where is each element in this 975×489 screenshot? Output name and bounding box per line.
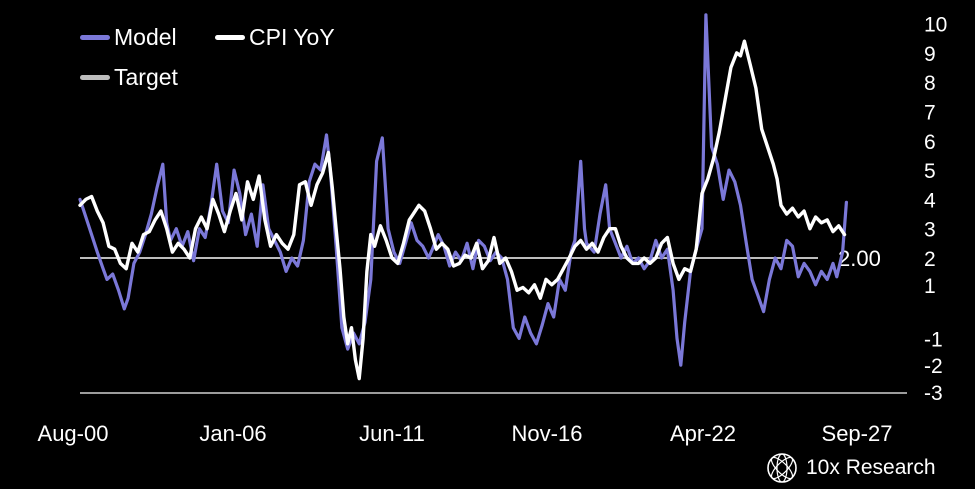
legend-swatch-cpi [215,35,245,40]
target-value-label: 2.00 [838,246,881,271]
y-tick-label: 9 [924,43,936,66]
y-tick-label: 1 [924,275,936,298]
x-tick-label: Jan-06 [199,421,266,446]
x-tick-label: Apr-22 [670,421,736,446]
y-tick-label: -2 [924,355,943,378]
legend-swatch-model [80,35,110,40]
y-tick-label: 8 [924,72,936,95]
y-tick-label: 7 [924,102,936,125]
y-tick-label: -3 [924,382,943,405]
cpi-line [78,39,847,381]
y-tick-label: -1 [924,328,943,351]
legend-item-model: Model [80,24,177,51]
legend-item-cpi: CPI YoY [215,24,335,51]
y-tick-label: 3 [924,219,936,242]
y-tick-label: 5 [924,160,936,183]
legend-label-target: Target [114,64,178,90]
x-tick-label: Nov-16 [512,421,583,446]
legend-label-model: Model [114,24,177,50]
x-tick-label: Jun-11 [359,421,425,446]
brand-logo: 10x Research [766,452,936,484]
research-logo-icon [767,453,797,483]
y-tick-label: 4 [924,189,936,212]
axes: Aug-00 Jan-06 Jun-11 Nov-16 Apr-22 Sep-27 10 9 8… [38,14,948,446]
legend-swatch-target [80,75,110,80]
y-tick-label: 10 [924,14,947,37]
legend-item-target: Target [80,64,178,91]
model-series [78,13,848,367]
model-line [78,13,848,367]
legend-label-cpi: CPI YoY [249,24,335,50]
x-tick-label: Aug-00 [38,421,109,446]
cpi-series [78,39,847,381]
x-tick-label: Sep-27 [822,421,893,446]
brand-text: 10x Research [806,456,936,479]
y-tick-label: 2 [924,248,936,271]
y-tick-label: 6 [924,131,936,154]
